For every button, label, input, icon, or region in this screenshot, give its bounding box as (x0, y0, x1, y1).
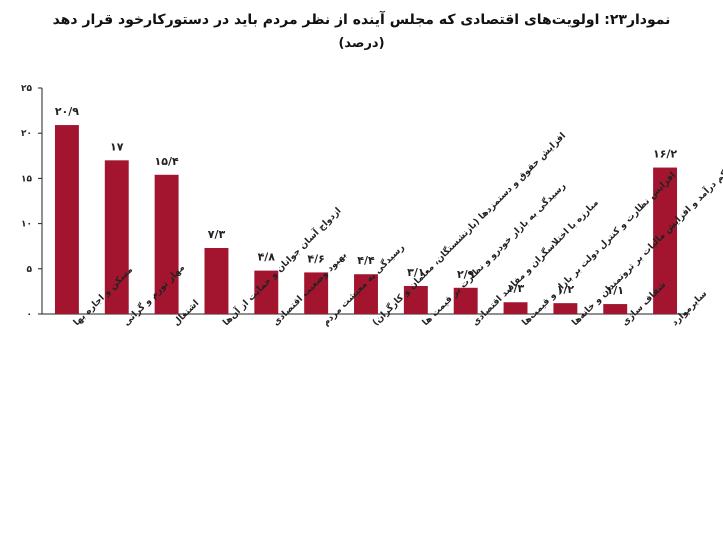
data-label: ۱/۲ (557, 283, 575, 296)
bar (304, 272, 329, 314)
bar (603, 304, 628, 314)
bar (104, 160, 129, 314)
value-labels: ۲۰/۹ ۱۷ ۱۵/۴ ۷/۳ ۴/۸ ۴/۶ ۴/۴ ۳/۱ ۲/۹ ۱/۳ ۱/۲ ۱/۱ ۱۶/… (55, 105, 678, 297)
bar (453, 287, 478, 314)
bar (254, 270, 279, 314)
data-label: ۱/۳ (507, 282, 525, 295)
bar (54, 125, 79, 315)
bar (553, 303, 578, 314)
data-label: ۴/۸ (258, 251, 276, 264)
chart-subtitle: (درصد) (338, 36, 385, 51)
data-label: ۷/۳ (208, 228, 226, 241)
bar (204, 248, 229, 314)
data-label: ۲/۹ (457, 268, 475, 281)
data-label: ۴/۴ (357, 254, 375, 267)
data-label: ۱۶/۲ (653, 148, 677, 161)
y-tick-label: ۲۵ (21, 84, 32, 94)
y-tick-label: ۲۰ (21, 129, 32, 139)
data-label: ۱/۱ (607, 284, 624, 297)
data-label: ۴/۶ (307, 252, 324, 265)
bar (354, 274, 378, 314)
y-tick-label: ۵ (27, 265, 33, 275)
data-label: ۳/۱ (407, 266, 424, 279)
bar (154, 174, 179, 314)
y-tick-label: ۱۰ (21, 220, 32, 230)
data-label: ۱۵/۴ (155, 155, 179, 168)
data-label: ۲۰/۹ (55, 105, 79, 118)
bar (503, 302, 528, 314)
data-label: ۱۷ (110, 140, 124, 153)
y-tick-label: ۱۵ (21, 174, 32, 184)
chart-title: نمودار۲۳: اولویت‌های اقتصادی که مجلس آین… (52, 12, 671, 28)
bar (653, 167, 678, 314)
bars (54, 125, 678, 315)
y-tick-label: ۰ (27, 310, 33, 320)
bar (403, 285, 428, 314)
